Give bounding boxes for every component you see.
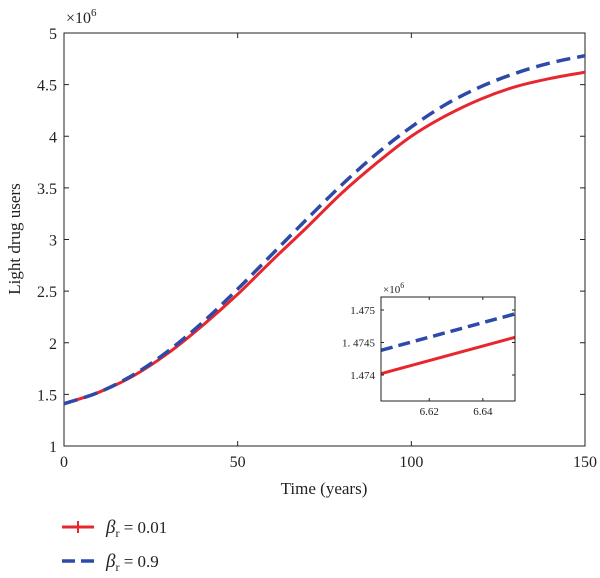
plot1-y-tick-label-0: 1.474: [350, 370, 375, 382]
plot0-x-tick-label-3: 150: [573, 454, 597, 471]
plot0-x-tick-label-1: 50: [230, 454, 246, 471]
legend-label-series-1: βr = 0.01: [105, 517, 167, 540]
inset-y-multiplier-exp: 6: [400, 281, 404, 290]
inset-y-multiplier: ×106: [383, 281, 404, 296]
inset-frame: [380, 296, 516, 402]
plot0-y-tick-label-3: 2.5: [37, 284, 57, 301]
plot1-y-tick-label-1: 1. 4745: [342, 338, 376, 350]
legend: βr = 0.01 βr = 0.9: [62, 517, 167, 574]
main-series: [64, 54, 585, 406]
plot1-series-line-2: [381, 312, 515, 352]
plot0-y-tick-label-8: 5: [49, 26, 57, 43]
plot1-x-tick-label-1: 6.64: [473, 406, 493, 418]
plot0-series-line-2: [64, 54, 585, 406]
plot0-y-tick-label-7: 4.5: [37, 78, 57, 95]
inset-series: [381, 312, 515, 376]
main-ticks: 0 50 100 150 1 1.5 2 2.5 3 3.5 4 4.5 5: [37, 26, 597, 471]
main-y-multiplier-exp: 6: [91, 7, 97, 19]
plot0-y-tick-label-4: 3: [49, 233, 57, 250]
plot1-series-line-1: [381, 335, 515, 376]
plot0-y-tick-label-1: 1.5: [37, 387, 57, 404]
inset-ticks: 6.62 6.64 1.474 1. 4745 1.475: [342, 297, 515, 418]
legend-item-series-1: βr = 0.01: [62, 517, 167, 540]
legend-label-series-2: βr = 0.9: [105, 551, 159, 574]
plot1-y-tick-label-2: 1.475: [350, 305, 375, 317]
main-y-multiplier: ×106: [66, 7, 97, 27]
x-axis-label: Time (years): [281, 479, 368, 498]
plot0-y-tick-label-0: 1: [49, 439, 57, 456]
plot0-y-tick-label-6: 4: [49, 129, 57, 146]
plot0-y-tick-label-2: 2: [49, 336, 57, 353]
plot0-y-tick-label-5: 3.5: [37, 181, 57, 198]
inset-background: [381, 297, 515, 401]
legend-item-series-2: βr = 0.9: [62, 551, 159, 574]
y-axis-label: Light drug users: [5, 183, 24, 294]
plot0-x-tick-label-0: 0: [60, 454, 68, 471]
plot0-x-tick-label-2: 100: [399, 454, 423, 471]
plot1-x-tick-label-0: 6.62: [420, 406, 439, 418]
